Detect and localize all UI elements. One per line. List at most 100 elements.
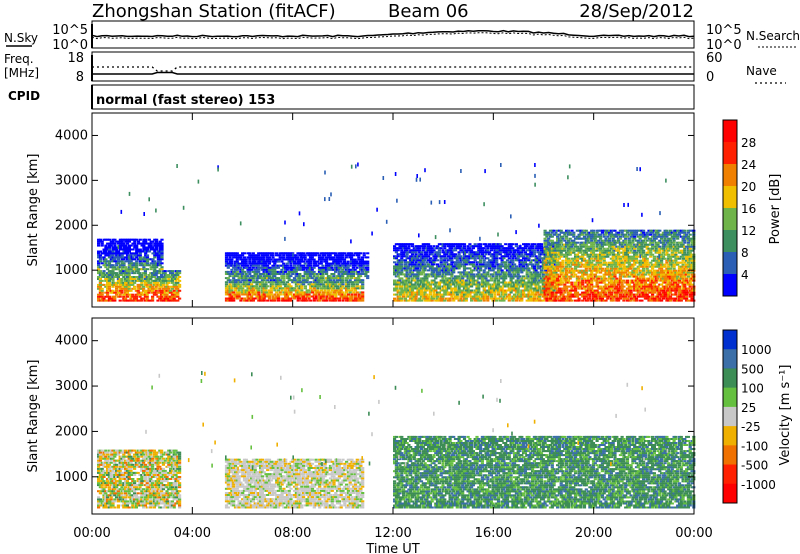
power-cell-3 <box>298 252 302 255</box>
power-cell-4 <box>514 287 518 290</box>
power-cell-2 <box>293 297 297 300</box>
power-cell-1 <box>158 240 162 243</box>
power-cell-4 <box>423 287 427 290</box>
power-cell-2 <box>337 289 341 292</box>
power-cell-4 <box>427 245 431 248</box>
power-cell-4 <box>394 289 398 292</box>
power-cell-4 <box>509 265 513 268</box>
power-cell-0 <box>124 279 128 282</box>
power-cell-4 <box>516 249 520 252</box>
power-cell-4 <box>403 245 407 248</box>
power-cell-1 <box>102 258 106 261</box>
power-cell-0 <box>158 283 162 286</box>
power-cell-5 <box>550 279 554 282</box>
power-cell-4 <box>461 277 465 280</box>
power-cell-3 <box>258 252 263 255</box>
power-cell-1 <box>115 262 119 265</box>
power-cell-0 <box>165 299 169 302</box>
power-cell-5 <box>547 267 551 270</box>
power-cell-3 <box>267 273 271 275</box>
power-cell-3 <box>232 254 236 257</box>
power-cell-5 <box>593 253 597 256</box>
power-cell-4 <box>423 259 427 262</box>
power-cell-5 <box>566 279 570 282</box>
power-cell-2 <box>312 289 316 292</box>
power-cell-4 <box>529 281 533 284</box>
power-cell-3 <box>230 254 234 257</box>
power-cell-3 <box>294 270 298 273</box>
power-cell-3 <box>260 258 264 261</box>
power-cell-4 <box>496 265 501 268</box>
power-cell-5 <box>556 245 560 248</box>
power-cell-4 <box>409 285 413 288</box>
power-cell-0 <box>98 270 102 273</box>
power-cell-0 <box>97 299 101 302</box>
power-cell-4 <box>504 283 508 286</box>
power-cell-5 <box>570 283 574 286</box>
power-cell-3 <box>307 270 311 273</box>
power-cell-4 <box>484 295 488 298</box>
power-cell-4 <box>493 279 497 282</box>
power-cell-5 <box>548 233 553 236</box>
power-cell-4 <box>495 263 499 266</box>
power-cell-2 <box>353 279 358 282</box>
power-cell-5 <box>563 297 567 300</box>
power-cell-2 <box>257 297 261 300</box>
power-cell-4 <box>536 275 540 278</box>
power-cell-5 <box>584 289 588 292</box>
power-cell-3 <box>330 258 334 261</box>
power-cell-2 <box>303 281 307 284</box>
power-cell-4 <box>498 267 502 270</box>
power-cell-3 <box>289 256 293 259</box>
power-cell-3 <box>285 262 289 265</box>
power-cell-1 <box>100 242 104 245</box>
power-cell-3 <box>360 273 364 275</box>
power-cell-0 <box>142 279 146 282</box>
power-cell-4 <box>466 257 470 260</box>
power-cell-4 <box>538 261 542 264</box>
power-cell-4 <box>410 285 415 288</box>
power-cell-2 <box>246 293 250 296</box>
power-cell-4 <box>550 245 554 248</box>
power-cell-4 <box>504 297 508 300</box>
power-cell-4 <box>516 293 520 296</box>
power-cell-4 <box>507 271 511 274</box>
power-cell-4 <box>394 247 398 250</box>
power-cell-5 <box>582 265 587 268</box>
power-cell-4 <box>498 275 502 278</box>
power-cell-5 <box>568 281 572 284</box>
power-cell-3 <box>255 268 259 271</box>
power-cell-4 <box>459 289 463 292</box>
power-cell-1 <box>158 252 162 255</box>
power-cell-4 <box>534 291 538 294</box>
power-cell-4 <box>403 275 407 278</box>
power-cell-4 <box>523 259 527 262</box>
power-cell-4 <box>493 249 497 252</box>
power-cell-0 <box>134 293 138 296</box>
power-cell-5 <box>563 245 567 248</box>
power-cell-5 <box>581 293 585 296</box>
power-cell-5 <box>572 249 576 252</box>
power-cell-0 <box>111 274 115 276</box>
power-cell-4 <box>410 245 415 248</box>
power-cell-4 <box>466 293 470 296</box>
power-cell-1 <box>98 250 102 253</box>
power-cell-5 <box>550 283 554 286</box>
power-cell-2 <box>346 299 350 302</box>
power-cell-2 <box>289 299 293 302</box>
power-cell-5 <box>591 233 596 236</box>
power-cell-2 <box>287 299 291 302</box>
power-cell-5 <box>559 241 563 244</box>
power-cell-0 <box>124 297 128 300</box>
power-cell-0 <box>167 270 171 273</box>
power-cell-5 <box>565 273 569 276</box>
power-cell-2 <box>242 289 247 292</box>
power-cell-4 <box>459 249 463 252</box>
power-cell-4 <box>554 273 558 276</box>
power-cell-3 <box>242 260 246 263</box>
power-cell-3 <box>296 266 300 269</box>
power-cell-2 <box>264 289 268 292</box>
power-cell-0 <box>124 281 128 284</box>
power-cell-3 <box>325 268 329 271</box>
power-cell-1 <box>155 244 159 247</box>
